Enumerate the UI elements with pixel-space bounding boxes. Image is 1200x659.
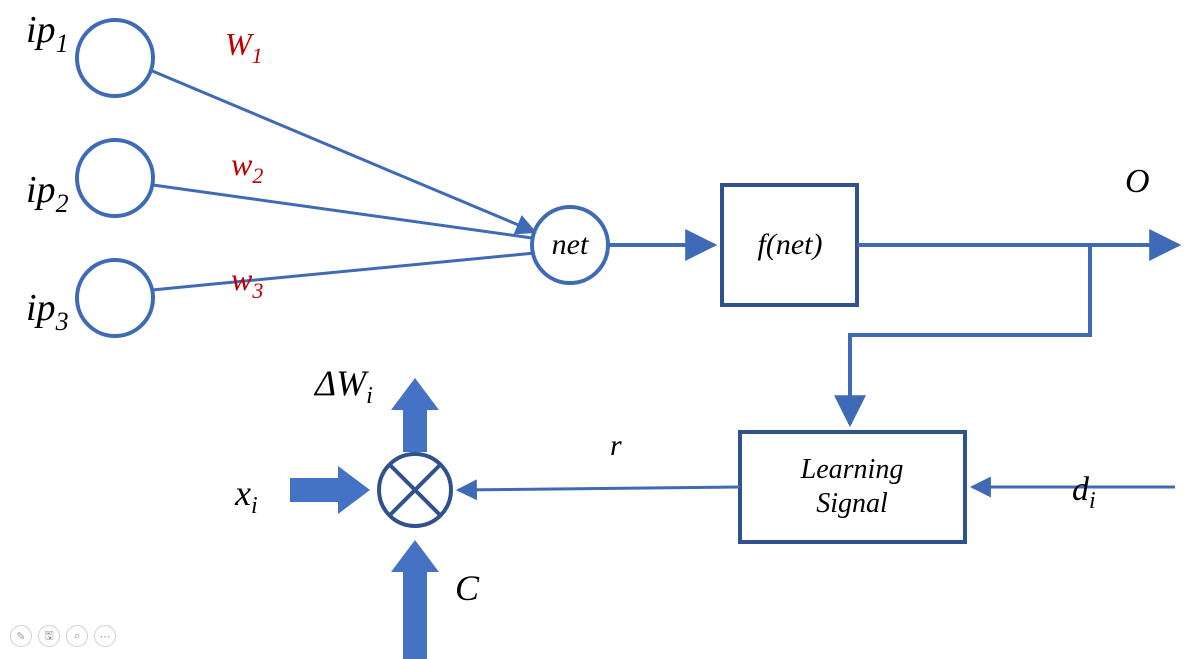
net-label: net [552,228,589,261]
edge-output-to-learning [850,245,1090,424]
edge-w1 [150,70,535,232]
w2-label: w2 [231,146,263,188]
xi-label: xi [234,473,258,519]
edge-w3 [152,253,535,290]
edge-r [458,487,740,490]
ip1-label: ip1 [26,9,69,58]
fnet-label: f(net) [758,228,823,261]
di-label: di [1072,471,1096,514]
block-arrow-xi [290,466,370,514]
search-icon[interactable]: ⌕ [66,625,88,647]
output-label: O [1125,163,1150,200]
r-label: r [610,429,622,462]
input-node-1 [77,20,153,96]
block-arrow-dwi [391,378,439,452]
multiplier-node [379,454,451,526]
neuron-learning-diagram: net f(net) Learning Signal ip1 ip2 ip3 W… [0,0,1200,659]
ip3-label: ip3 [26,287,69,336]
ip2-label: ip2 [26,169,69,218]
edge-w2 [153,185,532,238]
learning-label-1: Learning [800,454,904,485]
input-node-3 [77,260,153,336]
dwi-label: ΔWi [313,363,373,409]
learning-signal-box [740,432,965,542]
ip1-sub: 1 [56,29,69,58]
ip2-sub: 2 [56,189,69,218]
w1-label: W1 [225,26,263,68]
edit-icon[interactable]: ✎ [10,625,32,647]
more-icon[interactable]: ⋯ [94,625,116,647]
input-node-2 [77,140,153,216]
ip3-sub: 3 [55,307,69,336]
learning-label-2: Signal [816,488,888,519]
w3-label: w3 [231,261,263,303]
c-label: C [455,568,480,608]
block-arrow-c [391,540,439,659]
save-icon[interactable]: 🖫 [38,625,60,647]
